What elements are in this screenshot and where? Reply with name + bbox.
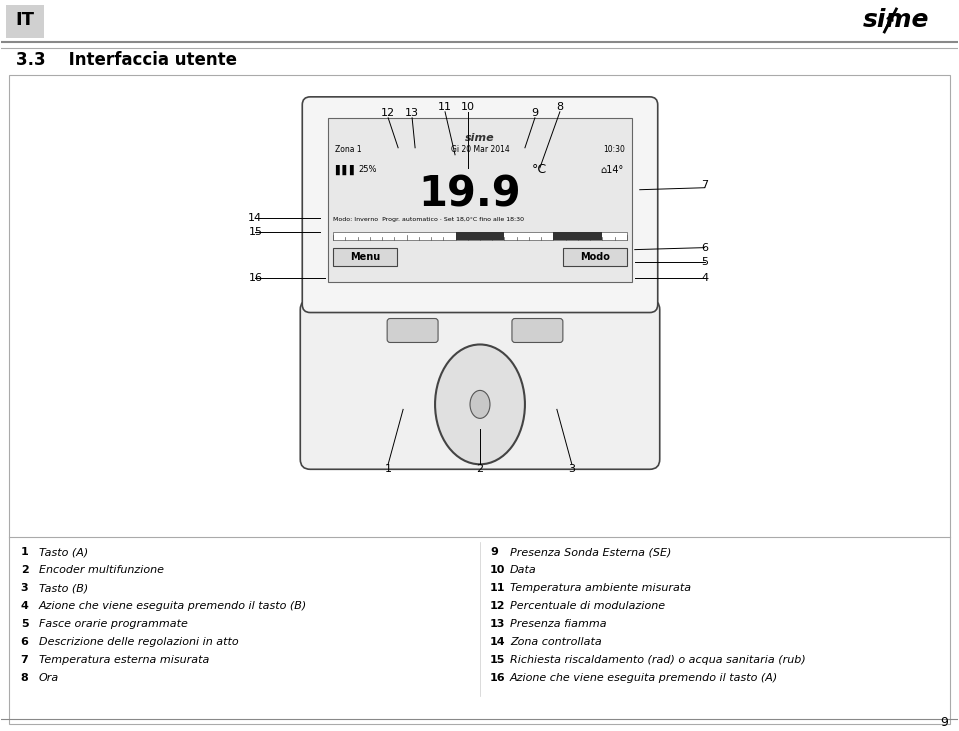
Text: Richiesta riscaldamento (rad) o acqua sanitaria (rub): Richiesta riscaldamento (rad) o acqua sa… — [510, 655, 806, 665]
Text: 13: 13 — [490, 619, 505, 629]
Text: Azione che viene eseguita premendo il tasto (B): Azione che viene eseguita premendo il ta… — [38, 601, 307, 611]
Ellipse shape — [470, 390, 490, 418]
Text: 10:30: 10:30 — [603, 145, 624, 154]
Text: Encoder multifunzione: Encoder multifunzione — [38, 565, 164, 575]
Text: 14: 14 — [248, 213, 263, 223]
Text: °C: °C — [532, 163, 547, 176]
FancyBboxPatch shape — [512, 319, 563, 343]
Text: 6: 6 — [701, 243, 708, 253]
Text: 16: 16 — [490, 673, 505, 683]
FancyBboxPatch shape — [302, 96, 658, 313]
Text: Presenza fiamma: Presenza fiamma — [510, 619, 607, 629]
Text: sime: sime — [863, 8, 929, 32]
Text: Azione che viene eseguita premendo il tasto (A): Azione che viene eseguita premendo il ta… — [510, 673, 778, 683]
Text: 15: 15 — [490, 655, 505, 665]
Text: 25%: 25% — [358, 165, 377, 174]
Ellipse shape — [435, 344, 525, 464]
Text: 4: 4 — [701, 273, 708, 283]
Text: Zona 1: Zona 1 — [336, 145, 362, 154]
Text: Modo: Inverno  Progr. automatico · Set 18,0°C fino alle 18:30: Modo: Inverno Progr. automatico · Set 18… — [333, 217, 525, 222]
Text: 7: 7 — [701, 180, 708, 190]
FancyBboxPatch shape — [6, 5, 44, 38]
Text: Modo: Modo — [580, 251, 610, 262]
Text: Data: Data — [510, 565, 537, 575]
FancyBboxPatch shape — [387, 319, 438, 343]
Text: ▌▌▌: ▌▌▌ — [336, 164, 358, 175]
Bar — [456, 232, 504, 240]
Bar — [553, 232, 602, 240]
FancyBboxPatch shape — [328, 118, 632, 281]
Text: 8: 8 — [556, 102, 564, 112]
Text: 3.3    Interfaccia utente: 3.3 Interfaccia utente — [15, 51, 237, 69]
Text: sime: sime — [465, 133, 495, 143]
Text: Temperatura esterna misurata: Temperatura esterna misurata — [38, 655, 209, 665]
Text: Temperatura ambiente misurata: Temperatura ambiente misurata — [510, 583, 691, 593]
Text: 13: 13 — [405, 108, 419, 118]
Text: 10: 10 — [461, 102, 475, 112]
Text: Gi 20 Mar 2014: Gi 20 Mar 2014 — [451, 145, 509, 154]
Text: 4: 4 — [21, 601, 29, 611]
Text: 12: 12 — [490, 601, 505, 611]
Text: 2: 2 — [477, 464, 483, 474]
Bar — [9, 75, 950, 724]
Text: 1: 1 — [21, 548, 29, 557]
Text: 9: 9 — [490, 548, 498, 557]
Text: 11: 11 — [490, 583, 505, 593]
Text: 3: 3 — [21, 583, 29, 593]
Text: 7: 7 — [21, 655, 29, 665]
Text: 11: 11 — [438, 102, 452, 112]
Text: 1: 1 — [385, 464, 391, 474]
Text: 6: 6 — [21, 637, 29, 647]
Text: 2: 2 — [21, 565, 29, 575]
Text: Zona controllata: Zona controllata — [510, 637, 601, 647]
Text: 3: 3 — [569, 464, 575, 474]
Text: 16: 16 — [248, 273, 263, 283]
Text: 9: 9 — [531, 108, 538, 118]
FancyBboxPatch shape — [300, 300, 660, 469]
Text: 15: 15 — [248, 227, 263, 237]
Text: Ora: Ora — [38, 673, 58, 683]
Text: 8: 8 — [21, 673, 29, 683]
Text: 9: 9 — [941, 716, 948, 730]
Text: Tasto (A): Tasto (A) — [38, 548, 88, 557]
Text: Percentuale di modulazione: Percentuale di modulazione — [510, 601, 666, 611]
Text: IT: IT — [15, 11, 35, 29]
Text: Presenza Sonda Esterna (SE): Presenza Sonda Esterna (SE) — [510, 548, 671, 557]
Text: 10: 10 — [490, 565, 505, 575]
FancyBboxPatch shape — [333, 248, 397, 265]
Text: 5: 5 — [21, 619, 29, 629]
Text: 19.9: 19.9 — [419, 174, 522, 216]
Bar — [333, 232, 627, 240]
Text: 12: 12 — [381, 108, 395, 118]
Text: Tasto (B): Tasto (B) — [38, 583, 88, 593]
FancyBboxPatch shape — [563, 248, 627, 265]
Text: Fasce orarie programmate: Fasce orarie programmate — [38, 619, 188, 629]
Text: 14: 14 — [490, 637, 505, 647]
Text: Descrizione delle regolazioni in atto: Descrizione delle regolazioni in atto — [38, 637, 238, 647]
Text: Menu: Menu — [350, 251, 381, 262]
Text: ⌂14°: ⌂14° — [599, 164, 623, 175]
Text: 5: 5 — [701, 257, 708, 267]
